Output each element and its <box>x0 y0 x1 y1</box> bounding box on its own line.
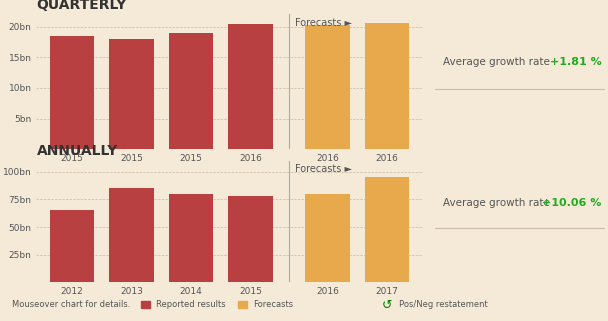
Text: Pos/Neg restatement: Pos/Neg restatement <box>399 300 488 309</box>
Bar <box>305 25 350 149</box>
Legend: Reported results, Forecasts: Reported results, Forecasts <box>141 300 294 309</box>
Bar <box>50 36 94 149</box>
Bar <box>50 210 94 282</box>
Bar <box>365 23 409 149</box>
Bar <box>305 194 350 282</box>
Bar <box>109 39 154 149</box>
Text: +1.81 %: +1.81 % <box>550 56 601 67</box>
Text: Forecasts ►: Forecasts ► <box>295 164 352 174</box>
Text: Mouseover chart for details.: Mouseover chart for details. <box>12 300 130 309</box>
Text: ANNUALLY: ANNUALLY <box>36 144 118 158</box>
Bar <box>228 24 272 149</box>
Bar <box>365 177 409 282</box>
Text: Average growth rate: Average growth rate <box>443 198 550 208</box>
Text: Forecasts ►: Forecasts ► <box>295 19 352 29</box>
Text: QUARTERLY: QUARTERLY <box>36 0 127 12</box>
Bar <box>168 33 213 149</box>
Text: +10.06 %: +10.06 % <box>542 198 601 208</box>
Text: ↺: ↺ <box>381 299 392 311</box>
Bar <box>168 194 213 282</box>
Bar <box>228 196 272 282</box>
Bar <box>109 188 154 282</box>
Text: Average growth rate: Average growth rate <box>443 56 550 67</box>
